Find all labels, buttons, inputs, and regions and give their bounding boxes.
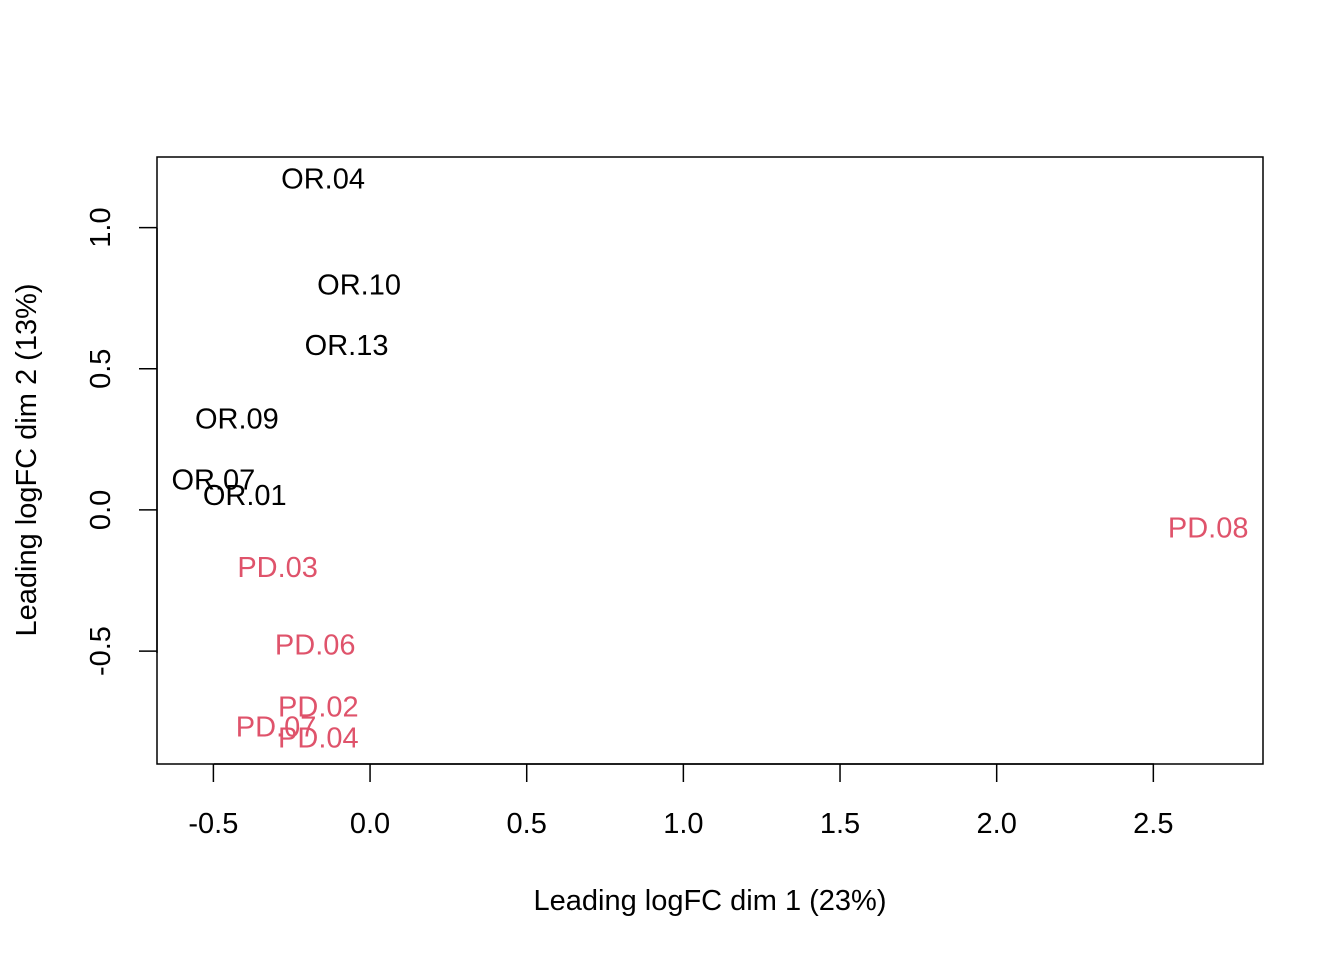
x-tick-label: 0.0	[350, 808, 390, 840]
sample-label-or-01: OR.01	[203, 480, 287, 512]
sample-label-or-04: OR.04	[281, 164, 365, 196]
plot-frame	[156, 156, 1264, 765]
sample-label-or-13: OR.13	[305, 330, 389, 362]
sample-label-pd-04: PD.04	[278, 723, 359, 755]
sample-label-or-10: OR.10	[317, 269, 401, 301]
x-tick-label: 2.5	[1133, 808, 1173, 840]
sample-label-or-07: OR.07	[171, 464, 255, 496]
sample-label-or-09: OR.09	[195, 404, 279, 436]
y-tick-label: 1.0	[85, 207, 117, 247]
y-axis-title: Leading logFC dim 2 (13%)	[11, 283, 43, 636]
x-axis: -0.5 0.0 0.5 1.0 1.5 2.0 2.5	[188, 763, 1174, 840]
sample-label-pd-08: PD.08	[1168, 512, 1249, 544]
x-tick-label: 1.5	[820, 808, 860, 840]
y-tick-label: -0.5	[85, 626, 117, 676]
x-axis-title: Leading logFC dim 1 (23%)	[533, 885, 886, 917]
x-tick-label: -0.5	[188, 808, 238, 840]
x-tick-label: 0.5	[507, 808, 547, 840]
y-tick-label: 0.0	[85, 490, 117, 530]
sample-label-pd-02: PD.02	[278, 692, 359, 724]
sample-label-pd-03: PD.03	[237, 552, 318, 584]
sample-label-pd-06: PD.06	[275, 629, 356, 661]
x-tick-label: 1.0	[663, 808, 703, 840]
y-tick-label: 0.5	[85, 349, 117, 389]
x-tick-label: 2.0	[977, 808, 1017, 840]
sample-label-pd-07: PD.07	[236, 711, 317, 743]
y-axis: -0.5 0.0 0.5 1.0	[85, 207, 158, 676]
